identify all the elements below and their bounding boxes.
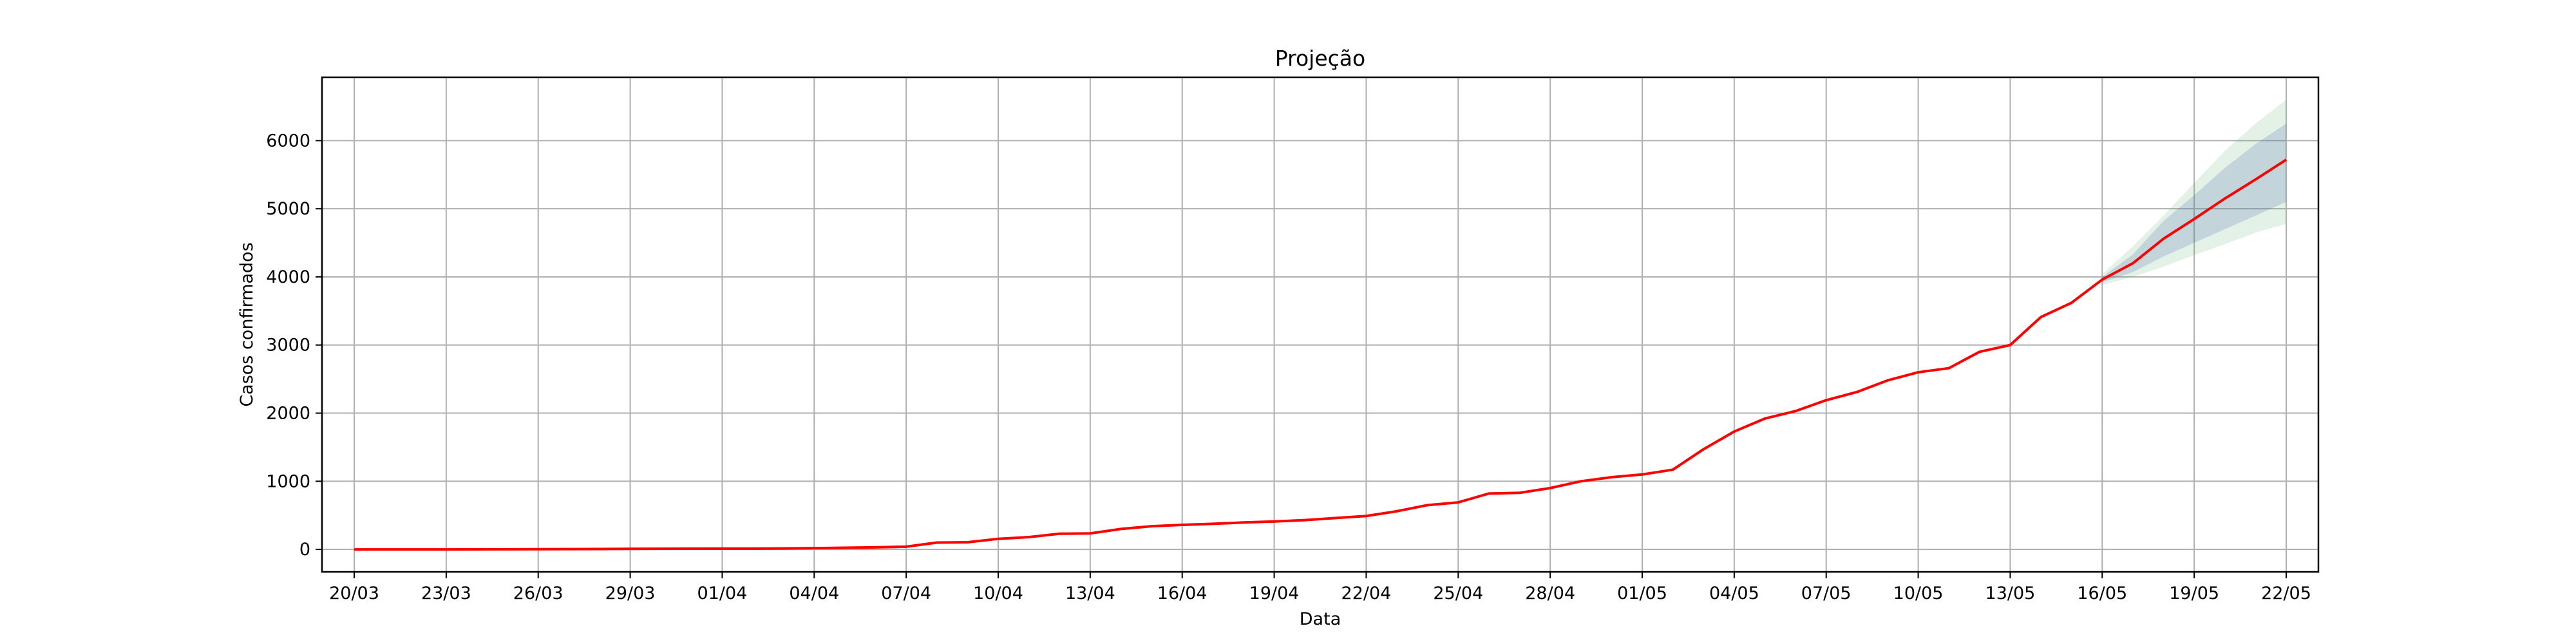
x-tick-label: 04/04: [789, 583, 839, 603]
x-tick-label: 16/04: [1157, 583, 1208, 603]
x-tick-label: 22/04: [1341, 583, 1392, 603]
x-tick-label: 07/05: [1801, 583, 1852, 603]
y-tick-label: 5000: [266, 199, 310, 219]
x-tick-label: 04/05: [1709, 583, 1759, 603]
x-axis-ticks: 20/03 23/03 26/03 29/03 01/04 04/04 07/04 10/04…: [329, 572, 2311, 603]
x-tick-label: 23/03: [421, 583, 471, 603]
x-tick-label: 16/05: [2077, 583, 2127, 603]
y-tick-label: 2000: [266, 404, 310, 424]
y-tick-label: 6000: [266, 131, 310, 151]
x-tick-label: 07/04: [881, 583, 931, 603]
x-tick-label: 10/05: [1893, 583, 1944, 603]
band-80-layer: [2102, 123, 2286, 283]
series-line-layer: [354, 158, 2287, 551]
y-tick-label: 3000: [266, 336, 310, 355]
confidence-band-80: [2102, 123, 2286, 283]
series-line-casos: [354, 158, 2287, 551]
y-axis-label: Casos confirmados: [237, 242, 257, 406]
plot-frame: [321, 76, 2320, 573]
x-axis-label: Data: [1300, 609, 1341, 629]
y-tick-label: 0: [299, 540, 310, 560]
x-tick-label: 25/04: [1433, 583, 1483, 603]
x-tick-label: 01/04: [697, 583, 748, 603]
x-tick-label: 01/05: [1617, 583, 1667, 603]
x-tick-label: 10/04: [973, 583, 1023, 603]
x-tick-label: 26/03: [513, 583, 564, 603]
y-tick-label: 1000: [266, 471, 310, 491]
x-tick-label: 13/05: [1985, 583, 2036, 603]
x-tick-label: 22/05: [2261, 583, 2311, 603]
y-axis-ticks: 0 1000 2000 3000 4000 5000 6000: [266, 131, 322, 560]
chart-title: Projeção: [1275, 46, 1365, 71]
x-tick-label: 13/04: [1065, 583, 1115, 603]
grid-lines: [322, 77, 2318, 572]
y-tick-label: 4000: [266, 267, 310, 287]
x-tick-label: 29/03: [605, 583, 656, 603]
x-tick-label: 28/04: [1525, 583, 1575, 603]
x-tick-label: 20/03: [329, 583, 379, 603]
band-95-layer: [2102, 99, 2286, 285]
x-tick-label: 19/05: [2169, 583, 2219, 603]
x-tick-label: 19/04: [1249, 583, 1300, 603]
confidence-band-95: [2102, 99, 2286, 285]
